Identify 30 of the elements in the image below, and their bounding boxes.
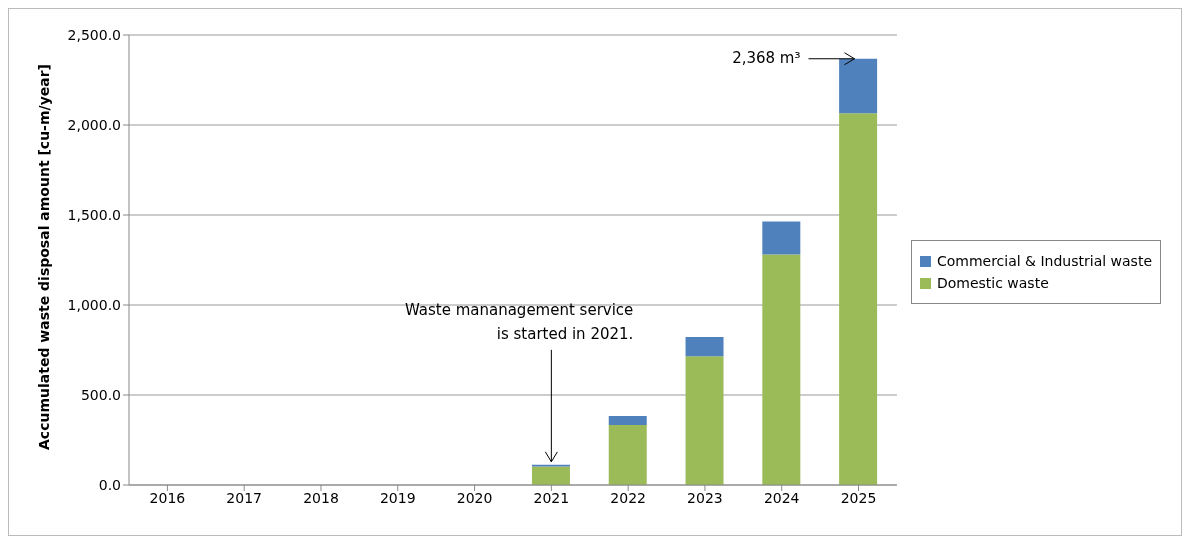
bar bbox=[762, 254, 801, 485]
bar bbox=[608, 425, 647, 485]
y-tick-label: 0.0 bbox=[98, 476, 121, 493]
x-tick-label: 2022 bbox=[610, 489, 646, 506]
bar bbox=[839, 113, 878, 485]
legend-label: Domestic waste bbox=[936, 275, 1049, 291]
y-tick-label: 1,500.0 bbox=[67, 206, 121, 223]
y-axis-title: Accumulated waste disposal amount [cu-m/year] bbox=[35, 63, 52, 450]
annotation: 2,368 m³ bbox=[732, 49, 801, 68]
annotation: Waste mananagement service is started in 2021. bbox=[404, 300, 634, 343]
bar bbox=[608, 415, 647, 426]
y-tick-label: 500.0 bbox=[80, 386, 121, 403]
x-tick-label: 2018 bbox=[303, 489, 339, 506]
y-tick-label: 2,000.0 bbox=[67, 116, 121, 133]
x-tick-label: 2025 bbox=[840, 489, 877, 506]
legend-label: Commercial & Industrial waste bbox=[936, 253, 1152, 269]
bar bbox=[839, 58, 878, 114]
bar bbox=[762, 221, 801, 255]
x-tick-label: 2024 bbox=[763, 489, 800, 506]
bar bbox=[531, 466, 570, 485]
x-tick-label: 2020 bbox=[456, 489, 493, 506]
x-tick-label: 2021 bbox=[533, 489, 570, 506]
y-tick-label: 2,500.0 bbox=[67, 26, 121, 43]
x-tick-label: 2019 bbox=[379, 489, 416, 506]
bar bbox=[685, 356, 724, 485]
bar bbox=[685, 337, 724, 357]
x-tick-label: 2017 bbox=[226, 489, 263, 506]
y-tick-label: 1,000.0 bbox=[67, 296, 121, 313]
x-tick-label: 2016 bbox=[149, 489, 186, 506]
x-tick-label: 2023 bbox=[687, 489, 723, 506]
